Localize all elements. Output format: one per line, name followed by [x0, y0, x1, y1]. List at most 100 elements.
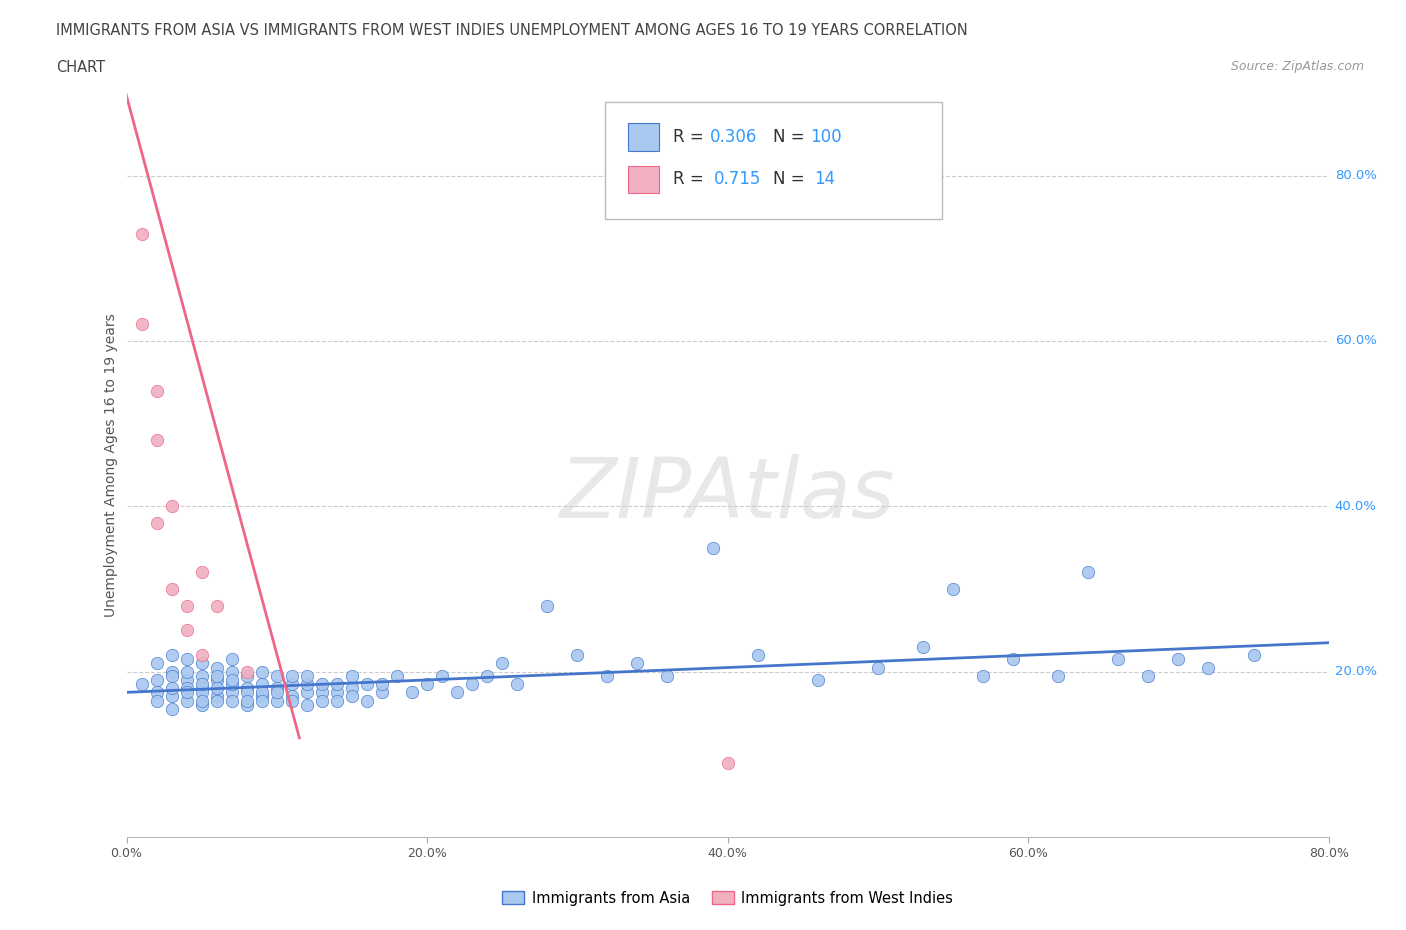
Point	[235, 669, 259, 684]
Point	[1107, 652, 1129, 667]
Point	[295, 684, 318, 699]
Point	[205, 693, 228, 708]
Point	[281, 689, 304, 704]
Point	[702, 540, 724, 555]
Text: CHART: CHART	[56, 60, 105, 75]
Point	[385, 669, 408, 684]
Point	[596, 669, 619, 684]
Point	[1077, 565, 1099, 580]
Point	[176, 623, 198, 638]
Point	[326, 684, 349, 699]
Point	[235, 681, 259, 696]
Point	[205, 689, 228, 704]
Point	[176, 684, 198, 699]
Point	[1047, 669, 1070, 684]
Point	[311, 693, 333, 708]
Point	[205, 598, 228, 613]
Point	[221, 693, 243, 708]
Point	[461, 677, 484, 692]
Point	[340, 669, 363, 684]
Point	[221, 664, 243, 679]
Point	[190, 656, 212, 671]
Point	[311, 684, 333, 699]
Point	[1167, 652, 1189, 667]
Point	[311, 677, 333, 692]
Point	[190, 565, 212, 580]
Point	[221, 672, 243, 687]
Point	[160, 498, 183, 513]
Point	[190, 681, 212, 696]
Point	[416, 677, 439, 692]
Point	[221, 684, 243, 699]
Point	[657, 669, 679, 684]
Point	[190, 669, 212, 684]
Point	[942, 581, 965, 596]
Text: 60.0%: 60.0%	[1334, 335, 1376, 348]
Point	[145, 656, 167, 671]
Text: R =: R =	[673, 170, 714, 189]
Point	[326, 677, 349, 692]
Point	[145, 672, 167, 687]
Point	[235, 693, 259, 708]
Text: 20.0%: 20.0%	[1334, 665, 1376, 678]
Y-axis label: Unemployment Among Ages 16 to 19 years: Unemployment Among Ages 16 to 19 years	[104, 313, 118, 617]
Point	[506, 677, 529, 692]
Point	[250, 689, 273, 704]
Point	[250, 677, 273, 692]
Point	[295, 698, 318, 712]
Point	[131, 677, 153, 692]
Point	[176, 652, 198, 667]
Point	[295, 677, 318, 692]
Text: N =: N =	[773, 127, 810, 146]
Point	[747, 647, 769, 662]
Point	[205, 681, 228, 696]
Point	[1002, 652, 1025, 667]
Point	[972, 669, 994, 684]
Point	[716, 755, 740, 770]
Point	[221, 652, 243, 667]
Point	[491, 656, 513, 671]
Point	[281, 693, 304, 708]
Text: 0.715: 0.715	[714, 170, 762, 189]
Point	[340, 681, 363, 696]
Point	[1243, 647, 1265, 662]
Text: IMMIGRANTS FROM ASIA VS IMMIGRANTS FROM WEST INDIES UNEMPLOYMENT AMONG AGES 16 T: IMMIGRANTS FROM ASIA VS IMMIGRANTS FROM …	[56, 23, 967, 38]
Point	[1137, 669, 1160, 684]
Point	[235, 684, 259, 699]
Point	[266, 669, 288, 684]
Point	[145, 693, 167, 708]
Point	[356, 677, 378, 692]
Point	[340, 689, 363, 704]
Point	[160, 701, 183, 716]
Point	[176, 681, 198, 696]
Point	[145, 515, 167, 530]
Point	[176, 693, 198, 708]
Text: 14: 14	[814, 170, 835, 189]
Point	[190, 677, 212, 692]
Point	[160, 664, 183, 679]
Point	[446, 684, 468, 699]
Point	[145, 432, 167, 447]
Point	[266, 684, 288, 699]
Text: ZIPAtlas: ZIPAtlas	[560, 454, 896, 536]
Point	[235, 664, 259, 679]
Text: N =: N =	[773, 170, 815, 189]
Point	[371, 677, 394, 692]
Point	[326, 693, 349, 708]
Point	[401, 684, 423, 699]
Point	[281, 669, 304, 684]
Text: 100: 100	[810, 127, 841, 146]
Point	[190, 684, 212, 699]
Point	[250, 684, 273, 699]
Point	[475, 669, 498, 684]
Point	[371, 684, 394, 699]
Point	[626, 656, 648, 671]
Point	[145, 383, 167, 398]
Point	[536, 598, 558, 613]
Point	[190, 647, 212, 662]
Point	[176, 598, 198, 613]
Point	[131, 226, 153, 241]
Text: 80.0%: 80.0%	[1334, 169, 1376, 182]
Point	[160, 681, 183, 696]
Point	[250, 693, 273, 708]
